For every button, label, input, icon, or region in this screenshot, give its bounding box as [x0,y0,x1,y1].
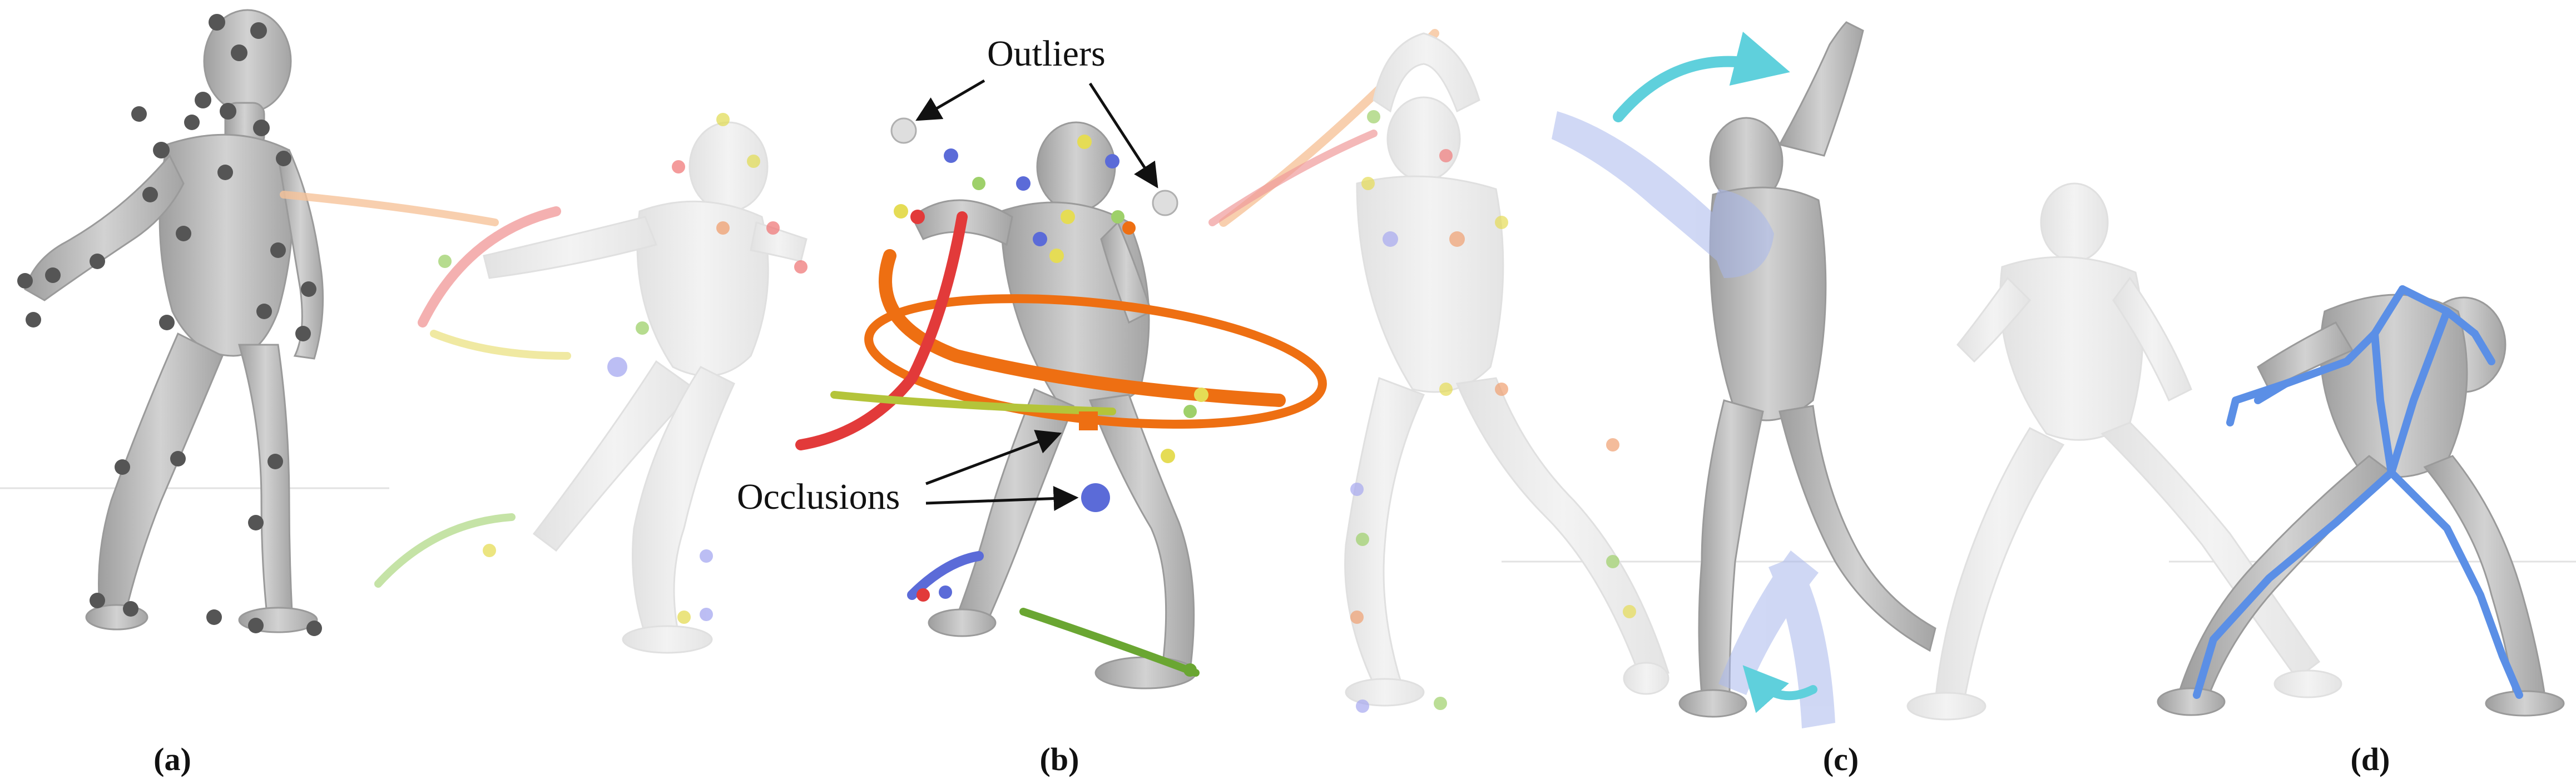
cyan-arrow-bottom [1742,665,1817,713]
ghost-figure-b-left [483,121,808,654]
caption-b: (b) [1040,741,1079,777]
trail-faint-red-high [1208,130,1378,226]
caption-a: (a) [153,741,191,777]
caption-d: (d) [2351,741,2390,777]
trail-blue-foot [907,551,984,600]
label-occlusions: Occlusions [737,477,900,517]
ghost-figure-c-left [1344,32,1670,707]
outlier-marker-1 [890,117,917,144]
panel-d: (d) [1906,182,2565,777]
occlusion-marker-blue [1081,483,1110,512]
panel-c: (c) [1208,21,1936,777]
outlier-arrow-1 [915,79,985,121]
figure-a-markers [17,14,322,636]
outlier-marker-2 [1152,190,1178,216]
occlusion-arrow-1 [925,430,1062,485]
trail-faint-green [374,513,516,588]
figure-a-body [24,9,324,633]
trail-green-foot [1019,608,1200,677]
ghost-markers-c-left [1350,110,1636,713]
outlier-arrow-2 [1088,82,1158,188]
ghost-figure-d-left [1906,182,2342,721]
occlusion-marker-orange [1079,411,1098,430]
figure-b-markers [894,135,1208,677]
ghost-markers-b-left [438,113,808,624]
trail-orange-swoop [879,249,1286,407]
skeleton-overlay [2193,285,2523,699]
trail-red-main [795,211,968,450]
occlusion-arrow-2 [925,486,1079,511]
panel-a: (a) [17,9,324,777]
cyan-arrow-top [1613,31,1790,122]
label-outliers: Outliers [987,33,1106,74]
trail-faint-yellow [430,330,571,360]
trail-yellow-b [830,391,1116,415]
trail-faint-red [418,206,561,328]
caption-c: (c) [1823,741,1859,777]
panel-b: Outliers Occlusions (b) [280,33,1327,777]
trail-faint-orange [280,191,499,226]
blue-overlay-pose [1552,111,1835,728]
